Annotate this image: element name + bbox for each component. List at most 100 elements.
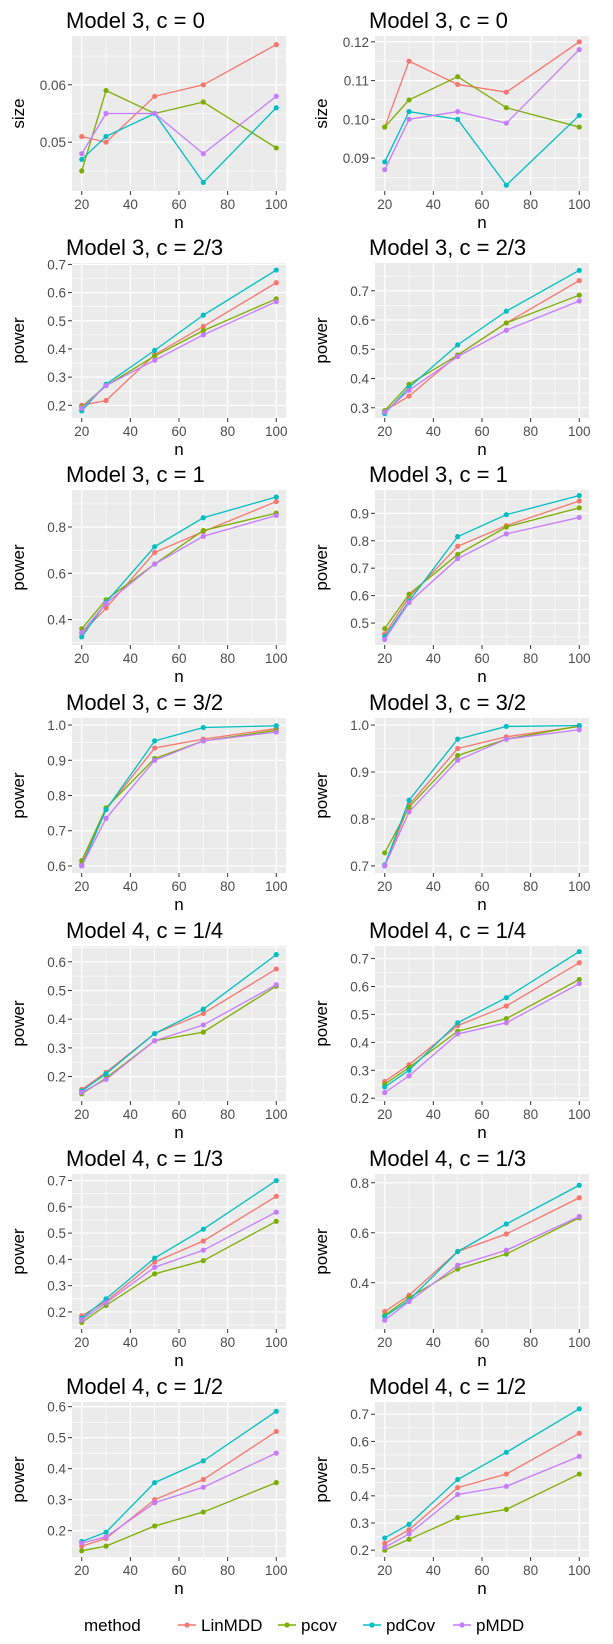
data-point-pmdd xyxy=(455,1262,461,1268)
x-tick-label: 100 xyxy=(265,1563,288,1578)
data-point-pmdd xyxy=(382,167,388,173)
x-tick-label: 60 xyxy=(474,1563,489,1578)
data-point-linmdd xyxy=(200,82,206,88)
panel-12: Model 4, c = 1/3 20 40 60 80 100 0.4 0.6 0.8 n pow… xyxy=(312,1146,591,1370)
data-point-pmdd xyxy=(103,1076,109,1083)
data-point-pdcov xyxy=(406,108,412,115)
data-point-pcov xyxy=(200,328,206,334)
panel-title: Model 4, c = 1/4 xyxy=(369,918,526,943)
x-tick-label: 100 xyxy=(568,197,591,212)
data-point-pdcov xyxy=(103,1296,109,1302)
legend-key-point-pdcov xyxy=(369,1622,375,1628)
y-tick-label: 0.6 xyxy=(47,286,66,301)
x-axis-title: n xyxy=(477,667,486,686)
data-point-linmdd xyxy=(503,1471,509,1477)
y-tick-label: 0.09 xyxy=(343,151,369,166)
data-point-linmdd xyxy=(406,393,412,399)
data-point-pcov xyxy=(455,551,461,558)
y-tick-label: 0.06 xyxy=(40,78,66,93)
x-axis-title: n xyxy=(477,1351,486,1370)
panel-title: Model 3, c = 3/2 xyxy=(66,690,223,715)
y-tick-label: 0.2 xyxy=(47,1305,66,1320)
data-point-pcov xyxy=(455,752,461,759)
x-tick-label: 20 xyxy=(74,1335,89,1350)
data-point-pcov xyxy=(273,145,279,151)
data-point-pdcov xyxy=(455,736,461,742)
x-tick-label: 100 xyxy=(265,879,288,894)
data-point-pmdd xyxy=(503,1483,509,1489)
data-point-pcov xyxy=(503,1016,509,1022)
data-point-linmdd xyxy=(200,1238,206,1244)
data-point-pdcov xyxy=(200,724,206,731)
data-point-pcov xyxy=(382,850,388,856)
y-tick-label: 0.9 xyxy=(350,506,369,521)
x-tick-label: 100 xyxy=(568,1107,591,1122)
data-point-pdcov xyxy=(200,1006,206,1012)
legend-label-linmdd: LinMDD xyxy=(201,1616,262,1635)
data-point-pcov xyxy=(152,1523,158,1529)
y-tick-label: 0.3 xyxy=(350,1063,369,1078)
data-point-linmdd xyxy=(200,323,206,330)
x-tick-label: 40 xyxy=(426,1563,441,1578)
y-tick-label: 0.12 xyxy=(343,35,369,50)
data-point-pcov xyxy=(200,527,206,534)
data-point-pdcov xyxy=(273,105,279,111)
y-tick-label: 0.4 xyxy=(47,613,66,628)
x-tick-label: 60 xyxy=(171,1107,186,1122)
data-point-linmdd xyxy=(200,1010,206,1017)
data-point-linmdd xyxy=(152,745,158,751)
y-axis-title: power xyxy=(312,317,331,364)
data-point-pcov xyxy=(503,1251,509,1257)
data-point-pdcov xyxy=(455,1020,461,1026)
data-point-pdcov xyxy=(576,1182,582,1188)
x-axis-title: n xyxy=(174,1579,183,1598)
x-tick-label: 80 xyxy=(220,1335,235,1350)
x-tick-label: 80 xyxy=(220,1563,235,1578)
data-point-pmdd xyxy=(503,327,509,333)
data-point-pdcov xyxy=(200,1458,206,1464)
data-point-linmdd xyxy=(273,1193,279,1199)
data-point-pmdd xyxy=(503,1247,509,1253)
data-point-pdcov xyxy=(103,1071,109,1077)
y-tick-label: 1.0 xyxy=(350,718,369,733)
data-point-linmdd xyxy=(576,1195,582,1201)
x-tick-label: 20 xyxy=(74,1107,89,1122)
data-point-linmdd xyxy=(79,133,85,140)
data-point-linmdd xyxy=(576,960,582,966)
data-point-pmdd xyxy=(273,1209,279,1215)
data-point-pmdd xyxy=(455,757,461,763)
y-tick-label: 0.6 xyxy=(47,1400,66,1415)
y-tick-label: 0.5 xyxy=(350,342,369,357)
data-point-linmdd xyxy=(152,549,158,556)
data-point-pcov xyxy=(200,1509,206,1515)
data-point-pmdd xyxy=(406,809,412,815)
data-point-pdcov xyxy=(382,1535,388,1541)
data-point-pmdd xyxy=(382,636,388,643)
y-tick-label: 0.4 xyxy=(47,1012,66,1027)
data-point-pmdd xyxy=(152,1500,158,1506)
data-point-pmdd xyxy=(503,736,509,742)
data-point-pmdd xyxy=(152,561,158,567)
data-point-linmdd xyxy=(406,1527,412,1533)
x-tick-label: 80 xyxy=(523,879,538,894)
data-point-linmdd xyxy=(455,81,461,88)
data-point-pmdd xyxy=(455,108,461,115)
data-point-pmdd xyxy=(79,1089,85,1095)
data-point-pmdd xyxy=(103,815,109,821)
data-point-pdcov xyxy=(200,312,206,318)
x-tick-label: 60 xyxy=(474,1107,489,1122)
y-tick-label: 0.6 xyxy=(350,979,369,994)
data-point-pdcov xyxy=(503,1449,509,1455)
data-point-pmdd xyxy=(576,1213,582,1220)
data-point-pdcov xyxy=(152,544,158,550)
panel-14: Model 4, c = 1/2 20 40 60 80 100 0.2 0.3 0.4 0.5 0… xyxy=(312,1374,591,1598)
panel-title: Model 3, c = 1 xyxy=(369,462,508,487)
data-point-pmdd xyxy=(103,1534,109,1540)
data-point-linmdd xyxy=(455,543,461,549)
y-tick-label: 0.6 xyxy=(47,566,66,581)
data-point-pmdd xyxy=(152,110,158,117)
data-point-pdcov xyxy=(406,1521,412,1527)
data-point-pdcov xyxy=(79,634,85,640)
y-tick-label: 1.0 xyxy=(47,718,66,733)
x-tick-label: 20 xyxy=(377,651,392,666)
